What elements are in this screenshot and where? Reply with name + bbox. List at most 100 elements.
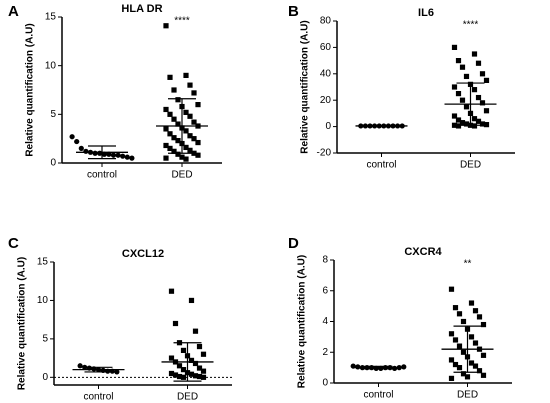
chart-title: HLA DR xyxy=(121,3,162,15)
y-tick-label: 5 xyxy=(42,334,48,345)
y-tick-label: -20 xyxy=(317,148,332,159)
data-point xyxy=(172,320,179,327)
data-point xyxy=(456,343,463,349)
data-point xyxy=(183,144,189,151)
data-point xyxy=(483,77,490,83)
data-point xyxy=(468,360,475,366)
x-tick-label: control xyxy=(366,160,396,171)
data-point xyxy=(452,305,459,311)
data-point xyxy=(172,372,179,378)
x-tick-label: control xyxy=(363,390,393,401)
data-point xyxy=(195,139,201,146)
data-point xyxy=(192,360,199,367)
significance: ** xyxy=(464,259,472,270)
data-point xyxy=(460,318,467,325)
data-point xyxy=(471,51,478,57)
data-point xyxy=(475,60,482,66)
panel-letter: A xyxy=(8,3,19,20)
data-point xyxy=(195,102,201,108)
data-point xyxy=(455,58,462,64)
significance: **** xyxy=(174,16,190,27)
data-point xyxy=(463,121,470,127)
data-point xyxy=(476,368,483,374)
chart-title: IL6 xyxy=(418,7,434,19)
y-tick-label: 4 xyxy=(322,316,328,327)
data-point xyxy=(471,123,478,129)
y-tick-label: 0 xyxy=(325,121,331,132)
data-point xyxy=(468,300,475,306)
data-point xyxy=(69,134,75,140)
data-point xyxy=(455,123,462,129)
y-tick-label: 5 xyxy=(50,109,56,120)
data-point xyxy=(472,308,479,314)
y-tick-label: 6 xyxy=(322,285,328,296)
panel-letter: D xyxy=(288,235,299,252)
data-point xyxy=(187,113,193,119)
data-point xyxy=(480,372,487,378)
data-point xyxy=(114,369,120,375)
data-point xyxy=(78,145,84,151)
y-tick-label: 60 xyxy=(320,42,332,53)
data-point xyxy=(459,120,466,126)
data-point xyxy=(191,90,197,96)
data-point xyxy=(196,343,203,350)
data-point xyxy=(472,363,479,369)
data-point xyxy=(200,374,207,380)
data-point xyxy=(192,373,199,379)
data-point xyxy=(115,152,121,158)
data-point xyxy=(475,118,482,124)
data-point xyxy=(187,147,193,153)
data-point xyxy=(180,347,187,354)
data-point xyxy=(163,126,169,132)
data-point xyxy=(167,111,173,117)
data-point xyxy=(452,361,459,368)
x-tick-label: DED xyxy=(177,392,198,403)
x-tick-label: DED xyxy=(460,160,481,171)
data-point xyxy=(180,367,187,373)
data-point xyxy=(180,374,187,380)
data-point xyxy=(167,131,173,137)
data-point xyxy=(459,97,466,103)
y-tick-label: 0 xyxy=(42,372,48,383)
data-point xyxy=(163,23,169,29)
data-point xyxy=(188,357,195,363)
data-point xyxy=(448,357,455,363)
data-point xyxy=(187,82,193,88)
data-point xyxy=(480,352,487,358)
data-point xyxy=(163,155,169,161)
data-point xyxy=(168,288,175,294)
data-point xyxy=(188,297,195,304)
y-tick-label: 10 xyxy=(45,60,57,71)
y-axis-label: Relative quantification (A.U) xyxy=(297,255,308,388)
data-point xyxy=(479,121,486,127)
data-point xyxy=(83,148,89,154)
data-point xyxy=(479,100,486,106)
data-point xyxy=(451,44,458,50)
y-tick-label: 80 xyxy=(320,16,332,27)
data-point xyxy=(460,371,467,377)
data-point xyxy=(175,151,181,157)
y-tick-label: 0 xyxy=(322,378,328,389)
y-tick-label: 2 xyxy=(322,347,328,358)
data-point xyxy=(183,156,189,162)
data-point xyxy=(355,364,361,370)
data-point xyxy=(451,113,458,119)
data-point xyxy=(451,84,458,90)
chart-title: CXCL12 xyxy=(122,248,164,260)
data-point xyxy=(183,109,189,115)
panel-letter: C xyxy=(8,235,19,252)
significance: **** xyxy=(463,20,479,31)
y-tick-label: 8 xyxy=(322,255,328,266)
y-axis-label: Relative quantification (A.U) xyxy=(25,23,36,156)
y-tick-label: 20 xyxy=(320,95,332,106)
data-point xyxy=(163,142,169,149)
data-point xyxy=(124,154,130,160)
data-point xyxy=(196,365,203,371)
data-point xyxy=(171,148,177,154)
data-point xyxy=(455,117,462,123)
data-point xyxy=(129,155,135,161)
data-point xyxy=(167,145,173,151)
panel-letter: B xyxy=(288,3,299,20)
data-point xyxy=(471,87,478,93)
